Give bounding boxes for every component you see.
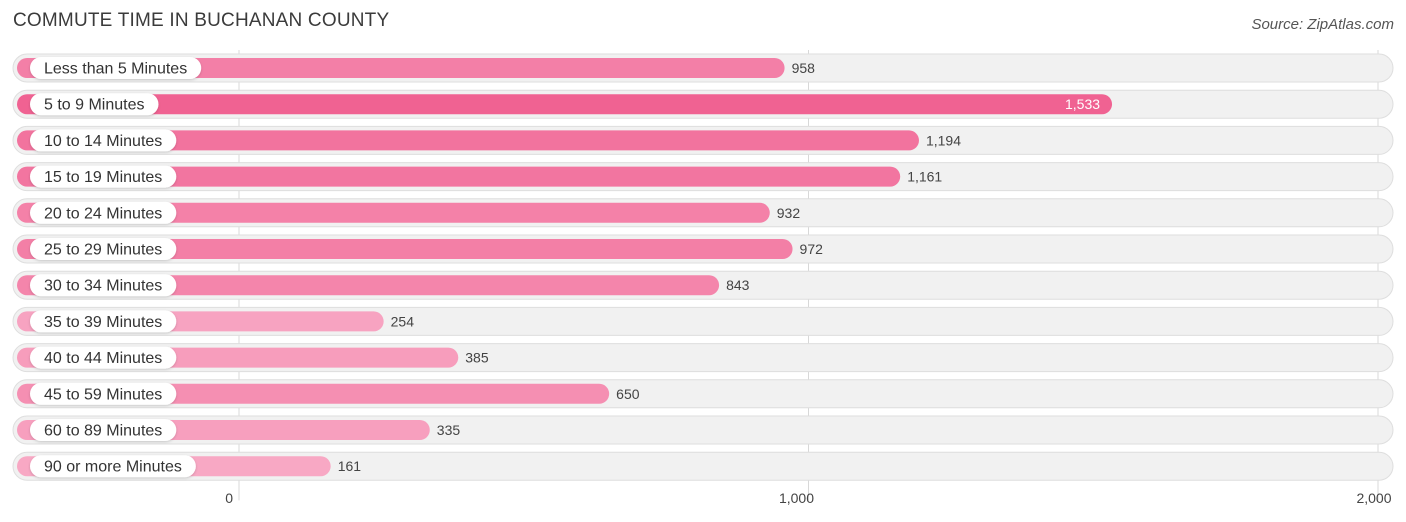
- category-pill: [30, 382, 177, 405]
- category-pill: [30, 455, 196, 478]
- category-label: 35 to 39 Minutes: [44, 314, 162, 331]
- category-label: 45 to 59 Minutes: [44, 386, 162, 403]
- category-pill: [30, 201, 177, 224]
- category-pill: [30, 419, 177, 441]
- value-label: 254: [391, 313, 415, 329]
- category-label: 20 to 24 Minutes: [44, 205, 162, 222]
- x-tick-label: 2,000: [1356, 490, 1391, 506]
- category-pill: [30, 93, 159, 116]
- bar-row: 20 to 24 Minutes 932: [12, 198, 1394, 228]
- chart-title: COMMUTE TIME IN BUCHANAN COUNTY: [13, 10, 390, 31]
- category-pill: [30, 238, 177, 260]
- category-label: 30 to 34 Minutes: [44, 278, 162, 295]
- bar-row: 5 to 9 Minutes 1,533: [12, 89, 1394, 119]
- bar: [17, 275, 720, 296]
- category-label: 10 to 14 Minutes: [44, 133, 162, 150]
- value-label: 385: [465, 350, 489, 366]
- bar: [17, 130, 919, 151]
- category-pill: [30, 57, 202, 79]
- chart-source: Source: ZipAtlas.com: [1251, 16, 1394, 33]
- category-pill: [30, 310, 177, 333]
- category-label: 5 to 9 Minutes: [44, 97, 145, 114]
- value-label: 335: [437, 422, 461, 438]
- value-label: 843: [726, 277, 750, 293]
- bar-row: 35 to 39 Minutes 254: [12, 306, 1394, 336]
- bar-track: [12, 451, 1394, 481]
- category-pill: [30, 274, 177, 297]
- value-label: 1,533: [1065, 96, 1100, 112]
- category-pill: [30, 346, 177, 369]
- category-label: 15 to 19 Minutes: [44, 169, 162, 186]
- x-axis-ticks: 0 1,000 2,000: [225, 490, 1392, 506]
- x-tick-label: 0: [225, 490, 233, 506]
- bar-row: 30 to 34 Minutes 843: [12, 270, 1394, 300]
- category-label: 60 to 89 Minutes: [44, 423, 162, 440]
- value-label: 1,194: [926, 132, 961, 148]
- bar-row: 15 to 19 Minutes 1,161: [12, 162, 1394, 192]
- x-tick-label: 1,000: [779, 490, 814, 506]
- bar-row: 40 to 44 Minutes 385: [12, 343, 1394, 373]
- bar-row: 90 or more Minutes 161: [12, 451, 1394, 481]
- category-pill: [30, 165, 177, 188]
- bar-row: Less than 5 Minutes 958: [12, 53, 1394, 83]
- bar-rows: Less than 5 Minutes 958 5 to 9 Minutes 1,53…: [12, 53, 1394, 481]
- bar: [17, 166, 901, 187]
- category-label: Less than 5 Minutes: [44, 61, 187, 78]
- value-label: 1,161: [907, 169, 942, 185]
- category-pill: [30, 129, 177, 152]
- bar: [17, 202, 770, 223]
- value-label: 932: [777, 205, 801, 221]
- value-label: 650: [616, 386, 640, 402]
- category-label: 25 to 29 Minutes: [44, 242, 162, 259]
- category-label: 90 or more Minutes: [44, 459, 182, 476]
- bar-row: 45 to 59 Minutes 650: [12, 379, 1394, 409]
- value-label: 972: [800, 241, 824, 257]
- bar: [17, 58, 785, 78]
- bar-row: 10 to 14 Minutes 1,194: [12, 125, 1394, 155]
- bar-row: 60 to 89 Minutes 335: [12, 415, 1394, 445]
- bar-row: 25 to 29 Minutes 972: [12, 234, 1394, 264]
- value-label: 958: [792, 60, 816, 76]
- category-label: 40 to 44 Minutes: [44, 350, 162, 367]
- bar: [17, 94, 1113, 115]
- value-label: 161: [338, 458, 362, 474]
- bar: [17, 239, 793, 259]
